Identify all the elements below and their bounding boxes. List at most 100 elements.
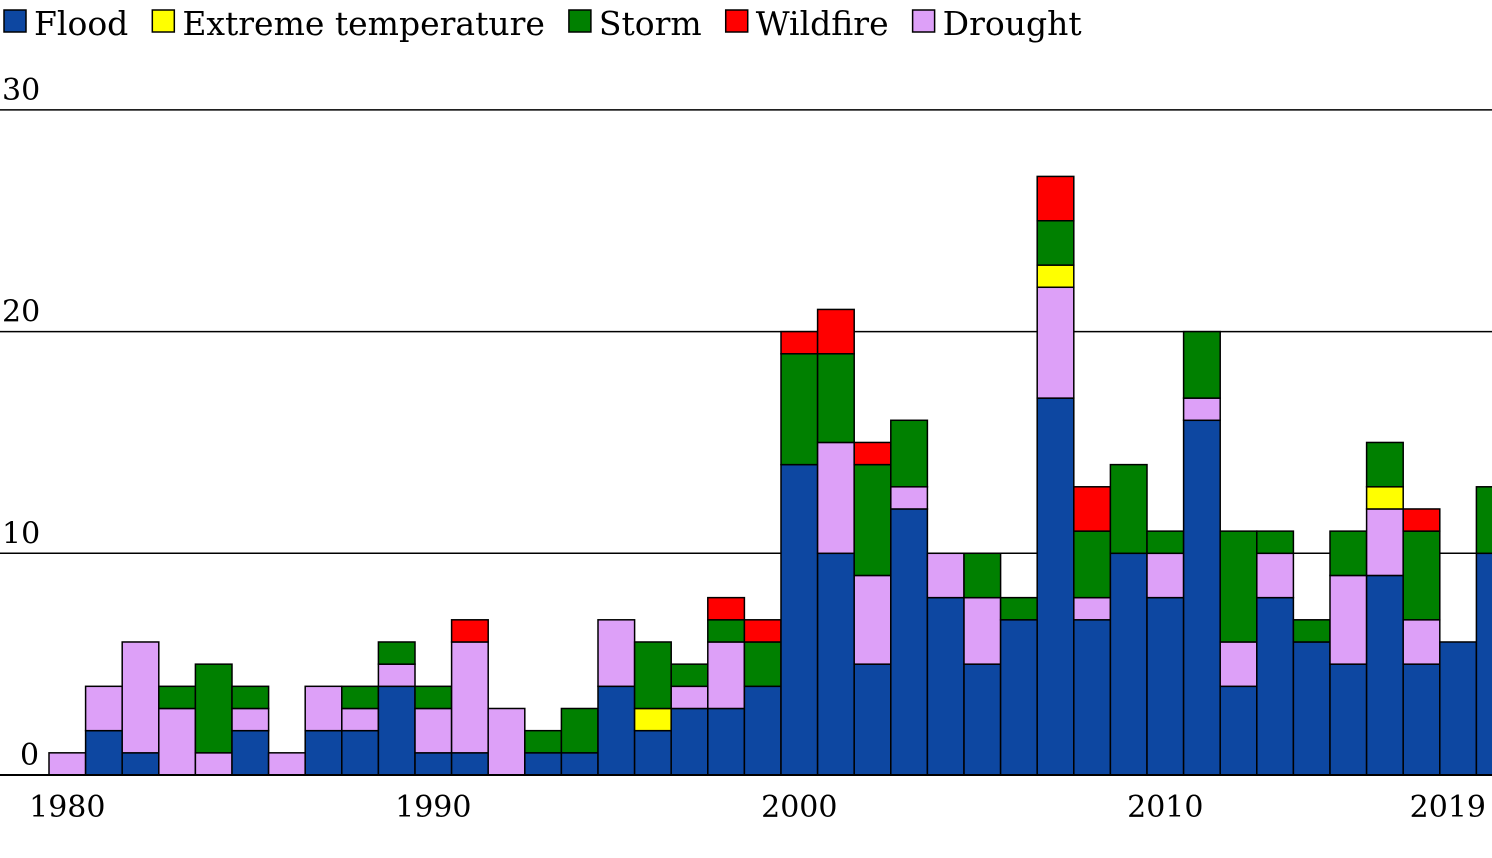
bar-segment-2017-storm xyxy=(1402,530,1441,621)
bar-segment-1997-storm xyxy=(670,663,709,688)
bar-segment-1982-drought xyxy=(121,641,160,754)
bar-segment-1998-wildfire xyxy=(707,596,746,621)
legend-swatch-flood xyxy=(3,9,27,33)
x-tick-label-1980: 1980 xyxy=(29,790,105,825)
bar-segment-1993-storm xyxy=(524,729,563,754)
bar-segment-1981-drought xyxy=(84,685,123,732)
y-tick-label-10: 10 xyxy=(2,516,40,551)
bar-segment-1997-flood xyxy=(670,707,709,776)
bar-segment-2017-flood xyxy=(1402,663,1441,776)
x-tick-label-2000: 2000 xyxy=(761,790,837,825)
bar-segment-1999-storm xyxy=(743,641,782,688)
bar-segment-2008-storm xyxy=(1073,530,1112,599)
bar-segment-2014-flood xyxy=(1292,641,1331,776)
bar-segment-1990-flood xyxy=(414,752,453,776)
bar-segment-2009-flood xyxy=(1109,552,1148,776)
bar-segment-1989-storm xyxy=(377,641,416,665)
bar-segment-2005-flood xyxy=(963,663,1002,776)
x-tick-label-2019: 2019 xyxy=(1410,790,1486,825)
bar-segment-1994-storm xyxy=(560,707,599,754)
bar-segment-2002-wildfire xyxy=(853,441,892,466)
bar-segment-1981-flood xyxy=(84,729,123,776)
bar-segment-2012-drought xyxy=(1219,641,1258,688)
bar-segment-1989-flood xyxy=(377,685,416,776)
bar-segment-1993-flood xyxy=(524,752,563,776)
bar-segment-1988-storm xyxy=(341,685,380,710)
bar-segment-1997-drought xyxy=(670,685,709,710)
bar-segment-2006-flood xyxy=(999,619,1038,776)
bar-segment-2007-wildfire xyxy=(1036,175,1075,222)
bar-segment-2010-flood xyxy=(1146,596,1185,776)
bar-segment-2011-flood xyxy=(1182,419,1221,776)
bar-segment-2005-drought xyxy=(963,596,1002,665)
bar-segment-2007-extreme-temperature xyxy=(1036,264,1075,289)
bar-segment-1991-drought xyxy=(450,641,489,754)
bar-segment-1984-drought xyxy=(194,752,233,776)
bar-segment-2006-storm xyxy=(999,596,1038,621)
bar-segment-1988-flood xyxy=(341,729,380,776)
x-tick-label-2010: 2010 xyxy=(1127,790,1203,825)
bar-segment-1983-storm xyxy=(158,685,197,710)
bar-segment-1999-wildfire xyxy=(743,619,782,643)
bar-segment-2012-flood xyxy=(1219,685,1258,776)
bar-segment-2001-drought xyxy=(816,441,855,555)
bar-segment-2002-drought xyxy=(853,574,892,665)
bar-segment-1991-flood xyxy=(450,752,489,776)
bar-segment-1999-flood xyxy=(743,685,782,776)
bar-segment-2018-flood xyxy=(1439,641,1478,776)
bar-segment-2019-storm xyxy=(1475,486,1492,555)
bar-segment-1990-drought xyxy=(414,707,453,754)
bar-segment-2015-flood xyxy=(1329,663,1368,776)
bar-segment-2005-storm xyxy=(963,552,1002,599)
y-tick-label-30: 30 xyxy=(2,73,40,108)
bar-segment-2000-flood xyxy=(780,463,819,776)
bar-segment-2004-drought xyxy=(926,552,965,599)
bar-segment-2016-drought xyxy=(1365,508,1404,577)
bar-segment-2017-drought xyxy=(1402,619,1441,665)
legend-swatch-extreme-temperature xyxy=(151,9,176,33)
bar-segment-1995-drought xyxy=(597,619,636,688)
legend-label-storm: Storm xyxy=(599,4,702,43)
bar-segment-2008-drought xyxy=(1073,596,1112,621)
bar-segment-1985-flood xyxy=(231,729,270,776)
bar-segment-1984-storm xyxy=(194,663,233,754)
bar-segment-2015-storm xyxy=(1329,530,1368,577)
bar-segment-2011-storm xyxy=(1182,330,1221,399)
bar-segment-2004-flood xyxy=(926,596,965,776)
bar-segment-2010-drought xyxy=(1146,552,1185,599)
bar-segment-2002-flood xyxy=(853,663,892,776)
x-tick-label-1990: 1990 xyxy=(395,790,471,825)
bar-segment-2010-storm xyxy=(1146,530,1185,555)
legend-swatch-storm xyxy=(568,9,592,33)
bar-segment-1995-flood xyxy=(597,685,636,776)
bar-segment-2016-extreme-temperature xyxy=(1365,486,1404,510)
bar-segment-2000-storm xyxy=(780,353,819,466)
legend-label-wildfire: Wildfire xyxy=(756,4,889,43)
bar-segment-1987-flood xyxy=(304,729,343,776)
y-tick-label-20: 20 xyxy=(2,295,40,330)
bar-segment-1988-drought xyxy=(341,707,380,732)
bar-segment-1996-flood xyxy=(633,729,672,776)
bar-segment-1992-drought xyxy=(487,707,526,776)
bar-segment-2001-flood xyxy=(816,552,855,776)
bar-segment-1996-storm xyxy=(633,641,672,710)
bar-segment-1996-extreme-temperature xyxy=(633,707,672,732)
bar-segment-2013-flood xyxy=(1256,596,1295,776)
axes: 0 10 20 30 1980 1990 2000 2010 2019 xyxy=(0,73,1492,825)
bar-segment-1998-storm xyxy=(707,619,746,643)
bar-segment-2013-storm xyxy=(1256,530,1295,555)
bar-segment-2013-drought xyxy=(1256,552,1295,599)
bar-segment-1991-wildfire xyxy=(450,619,489,643)
bar-segment-2008-flood xyxy=(1073,619,1112,776)
bar-segment-2007-drought xyxy=(1036,286,1075,399)
bar-segment-2003-storm xyxy=(890,419,929,488)
legend-label-drought: Drought xyxy=(943,4,1082,43)
bar-segment-1987-drought xyxy=(304,685,343,732)
legend-swatch-wildfire xyxy=(724,9,749,33)
bar-segment-1985-storm xyxy=(231,685,270,710)
bar-segment-2015-drought xyxy=(1329,574,1368,665)
y-tick-label-0: 0 xyxy=(20,738,39,773)
legend: Flood Extreme temperature Storm Wildfire Dro… xyxy=(3,4,1082,43)
bar-segment-1980-drought xyxy=(48,752,87,776)
